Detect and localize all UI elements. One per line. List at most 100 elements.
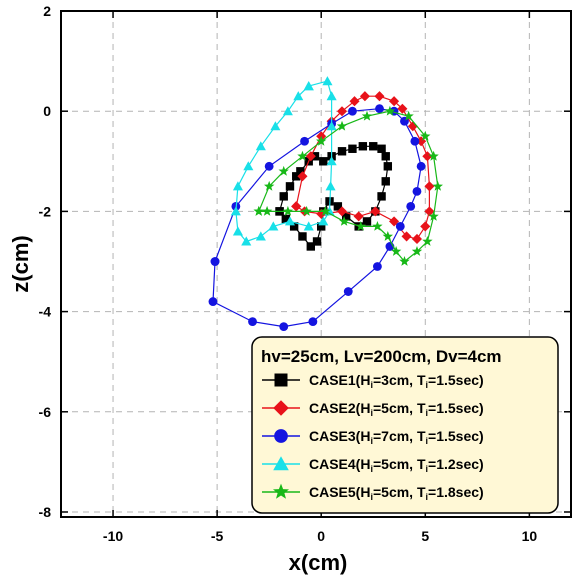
data-point bbox=[428, 150, 439, 161]
y-tick-label: -8 bbox=[39, 504, 52, 520]
legend-label-part: =5cm, T bbox=[373, 400, 426, 416]
data-point bbox=[255, 231, 266, 241]
data-point bbox=[293, 91, 304, 101]
data-point bbox=[372, 262, 382, 271]
data-point bbox=[428, 210, 439, 221]
legend-label-part: CASE4(H bbox=[309, 456, 370, 472]
data-point bbox=[359, 91, 370, 102]
data-point bbox=[348, 106, 357, 116]
legend-marker bbox=[273, 483, 289, 499]
series-layer bbox=[208, 76, 443, 332]
legend-label-part: CASE5(H bbox=[309, 484, 370, 500]
data-point bbox=[298, 232, 307, 241]
data-point bbox=[326, 156, 337, 166]
data-point bbox=[384, 105, 396, 116]
data-point bbox=[241, 236, 252, 246]
data-point bbox=[268, 221, 279, 231]
legend-label: CASE4(Hi=5cm, Ti=1.2sec) bbox=[309, 456, 484, 474]
data-point bbox=[424, 206, 435, 217]
data-point bbox=[232, 226, 243, 236]
data-point bbox=[303, 221, 314, 231]
data-point bbox=[320, 205, 331, 216]
data-point bbox=[301, 205, 312, 216]
legend-label-subscript: i bbox=[426, 408, 429, 418]
y-tick-label: -2 bbox=[39, 203, 52, 219]
data-point bbox=[389, 216, 400, 227]
x-tick-label: 5 bbox=[421, 528, 429, 544]
series-case3 bbox=[208, 104, 426, 332]
data-point bbox=[374, 91, 385, 102]
legend-label-part: =1.8sec) bbox=[428, 484, 484, 500]
data-point bbox=[312, 237, 322, 246]
y-tick-label: 0 bbox=[43, 103, 51, 119]
data-point bbox=[422, 151, 433, 162]
data-point bbox=[289, 222, 299, 231]
data-point bbox=[375, 104, 384, 114]
data-point bbox=[361, 110, 373, 121]
data-point bbox=[424, 181, 435, 192]
legend-label-subscript: i bbox=[426, 436, 429, 446]
data-point bbox=[230, 206, 241, 216]
data-point bbox=[282, 205, 294, 216]
data-point bbox=[412, 186, 422, 196]
data-point bbox=[264, 161, 274, 171]
data-point bbox=[264, 180, 275, 191]
data-point bbox=[291, 201, 302, 212]
data-point bbox=[406, 201, 416, 211]
series-line bbox=[235, 80, 333, 243]
legend-label-subscript: i bbox=[426, 464, 429, 474]
legend-marker bbox=[274, 429, 288, 443]
data-point bbox=[411, 233, 422, 244]
legend-label-part: =5cm, T bbox=[373, 484, 426, 500]
data-point bbox=[248, 317, 257, 327]
data-point bbox=[322, 76, 333, 86]
data-point bbox=[285, 182, 295, 191]
data-point bbox=[253, 205, 264, 216]
x-axis-title: x(cm) bbox=[289, 550, 348, 575]
legend-label-subscript: i bbox=[370, 464, 373, 474]
data-point bbox=[336, 120, 348, 131]
data-point bbox=[338, 216, 350, 226]
x-tick-label: -5 bbox=[211, 528, 224, 544]
data-point bbox=[420, 130, 431, 141]
data-point bbox=[341, 212, 351, 221]
data-point bbox=[422, 236, 433, 246]
data-point bbox=[337, 106, 348, 117]
data-point bbox=[281, 214, 291, 224]
legend-marker bbox=[274, 373, 288, 387]
plot-frame bbox=[60, 10, 572, 518]
data-point bbox=[326, 91, 337, 101]
data-point bbox=[410, 136, 420, 146]
legend-entry: CASE4(Hi=5cm, Ti=1.2sec) bbox=[262, 456, 484, 474]
data-point bbox=[337, 206, 348, 217]
data-point bbox=[343, 287, 353, 296]
legend-label-subscript: i bbox=[370, 436, 373, 446]
data-point bbox=[318, 216, 329, 226]
legend-label-subscript: i bbox=[426, 492, 429, 502]
data-point bbox=[362, 217, 372, 226]
data-point bbox=[270, 121, 281, 131]
data-point bbox=[370, 206, 381, 217]
data-point bbox=[297, 171, 308, 182]
data-point bbox=[348, 144, 357, 153]
data-point bbox=[355, 221, 366, 231]
data-point bbox=[255, 141, 266, 151]
data-point bbox=[416, 136, 427, 147]
data-point bbox=[325, 181, 336, 191]
legend-label-part: CASE1(H bbox=[309, 372, 370, 388]
legend-label: CASE5(Hi=5cm, Ti=1.8sec) bbox=[309, 484, 484, 502]
legend-entry: CASE3(Hi=7cm, Ti=1.5sec) bbox=[262, 428, 484, 446]
data-point bbox=[308, 317, 318, 327]
data-point bbox=[278, 165, 289, 176]
data-point bbox=[282, 106, 293, 116]
data-point bbox=[210, 257, 220, 266]
series-case4 bbox=[230, 76, 337, 246]
data-point bbox=[377, 192, 386, 201]
legend-label-part: CASE3(H bbox=[309, 428, 370, 444]
data-point bbox=[416, 161, 426, 171]
data-point bbox=[389, 96, 400, 107]
data-point bbox=[326, 121, 337, 131]
legend-label-part: =1.5sec) bbox=[428, 400, 484, 416]
data-point bbox=[306, 242, 315, 251]
